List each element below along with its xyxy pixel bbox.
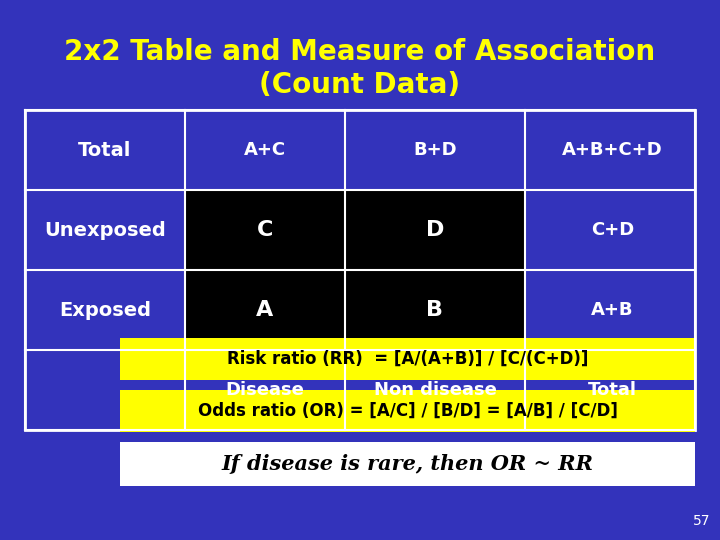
Text: Exposed: Exposed xyxy=(59,300,151,320)
Text: If disease is rare, then OR ~ RR: If disease is rare, then OR ~ RR xyxy=(222,454,593,474)
Text: D: D xyxy=(426,220,444,240)
Text: A+C: A+C xyxy=(244,141,286,159)
Text: (Count Data): (Count Data) xyxy=(259,71,461,99)
Text: 2x2 Table and Measure of Association: 2x2 Table and Measure of Association xyxy=(64,38,656,66)
Text: Total: Total xyxy=(588,381,637,399)
Text: C+D: C+D xyxy=(591,221,634,239)
Text: Unexposed: Unexposed xyxy=(44,220,166,240)
Bar xyxy=(120,338,695,380)
Text: Risk ratio (RR)  = [A/(A+B)] / [C/(C+D)]: Risk ratio (RR) = [A/(A+B)] / [C/(C+D)] xyxy=(227,350,588,368)
Text: Odds ratio (OR) = [A/C] / [B/D] = [A/B] / [C/D]: Odds ratio (OR) = [A/C] / [B/D] = [A/B] … xyxy=(197,402,618,420)
Text: C: C xyxy=(257,220,273,240)
Text: 57: 57 xyxy=(693,514,710,528)
Text: A+B+C+D: A+B+C+D xyxy=(562,141,663,159)
Text: Non disease: Non disease xyxy=(374,381,496,399)
Bar xyxy=(345,270,525,350)
Bar xyxy=(120,390,695,432)
Text: Disease: Disease xyxy=(225,381,305,399)
Bar xyxy=(185,190,345,270)
Text: A+B: A+B xyxy=(591,301,634,319)
Bar xyxy=(120,442,695,486)
Bar xyxy=(345,190,525,270)
Text: B+D: B+D xyxy=(413,141,456,159)
Text: A: A xyxy=(256,300,274,320)
Text: B: B xyxy=(426,300,444,320)
Text: Total: Total xyxy=(78,140,132,159)
Bar xyxy=(185,270,345,350)
Bar xyxy=(25,110,695,430)
